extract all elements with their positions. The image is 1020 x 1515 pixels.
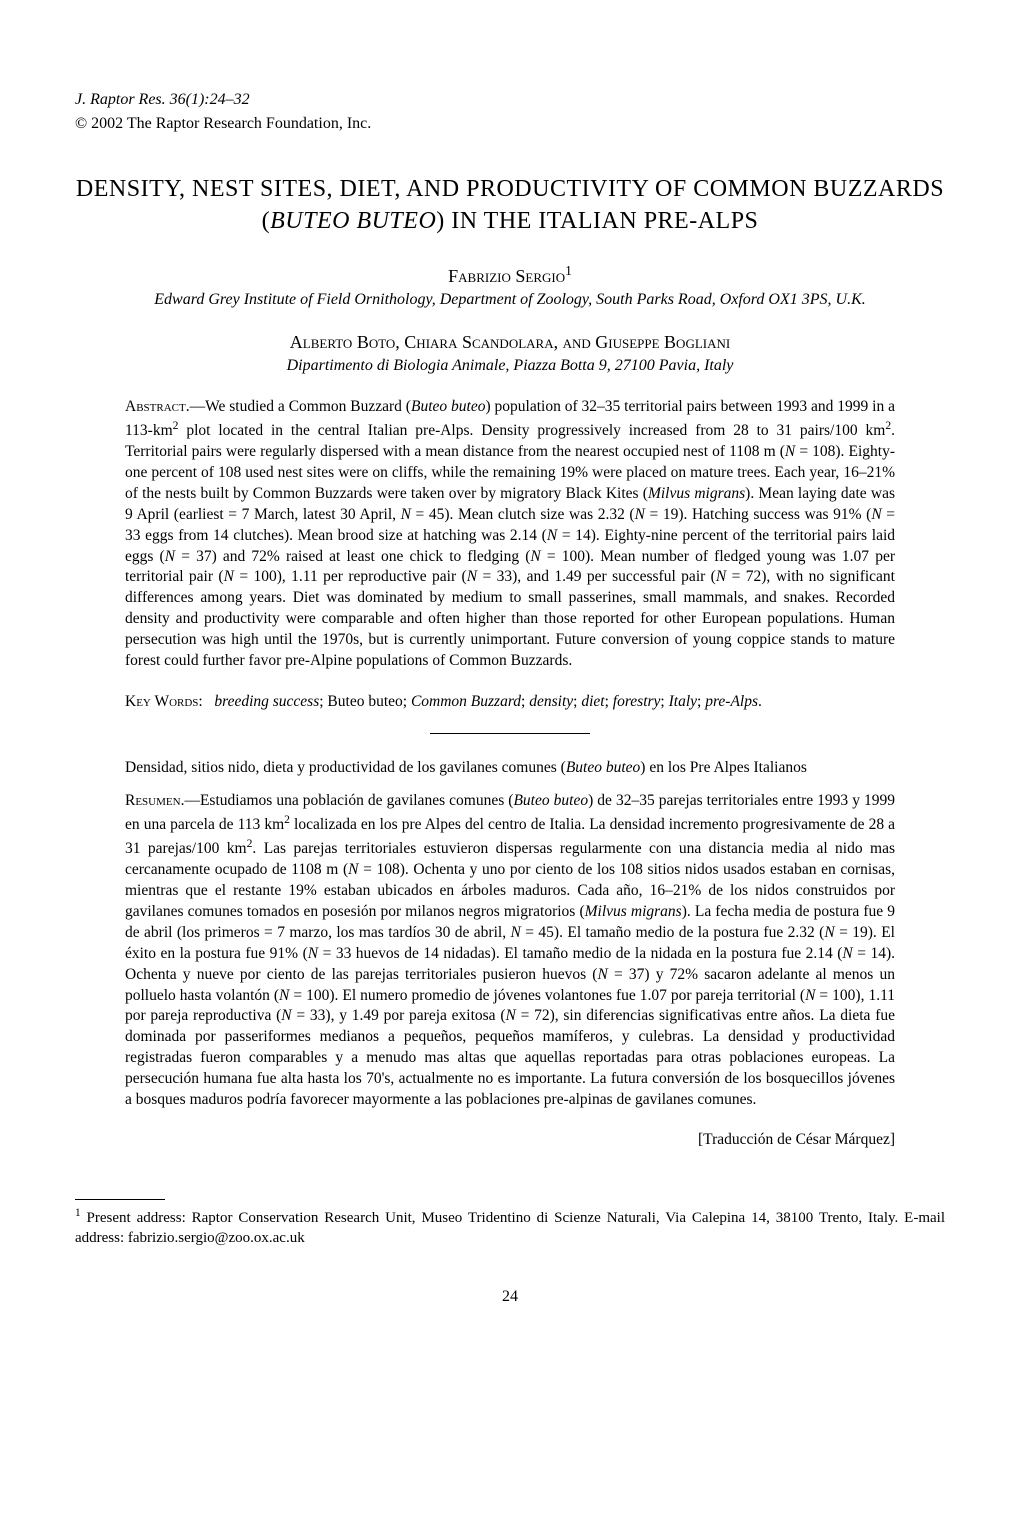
footnote-rule [75, 1199, 165, 1200]
section-divider [430, 733, 590, 734]
keywords: Key Words: breeding success; Buteo buteo… [125, 692, 895, 713]
page-number: 24 [75, 1288, 945, 1306]
spanish-title: Densidad, sitios nido, dieta y productiv… [125, 758, 895, 779]
keywords-label: Key Words: [125, 693, 203, 710]
resumen-text: Estudiamos una población de gavilanes co… [125, 792, 895, 1108]
translation-credit: [Traducción de César Márquez] [125, 1131, 895, 1149]
author-2: Alberto Boto, Chiara Scandolara, and Giu… [75, 331, 945, 354]
affiliation-2: Dipartimento di Biologia Animale, Piazza… [75, 356, 945, 377]
keywords-text: breeding success [214, 693, 319, 710]
paper-title: DENSITY, NEST SITES, DIET, AND PRODUCTIV… [75, 173, 945, 238]
abstract-label: Abstract.— [125, 398, 205, 415]
author-1: Fabrizio Sergio1 [75, 262, 945, 288]
affiliation-1: Edward Grey Institute of Field Ornitholo… [75, 290, 945, 311]
footnote: 1 Present address: Raptor Conservation R… [75, 1206, 945, 1248]
copyright-line: © 2002 The Raptor Research Foundation, I… [75, 115, 945, 133]
abstract: Abstract.—We studied a Common Buzzard (B… [125, 397, 895, 672]
abstract-text: We studied a Common Buzzard (Buteo buteo… [125, 398, 895, 669]
resumen-label: Resumen.— [125, 792, 200, 809]
resumen: Resumen.—Estudiamos una población de gav… [125, 791, 895, 1111]
journal-citation: J. Raptor Res. 36(1):24–32 [75, 90, 945, 111]
